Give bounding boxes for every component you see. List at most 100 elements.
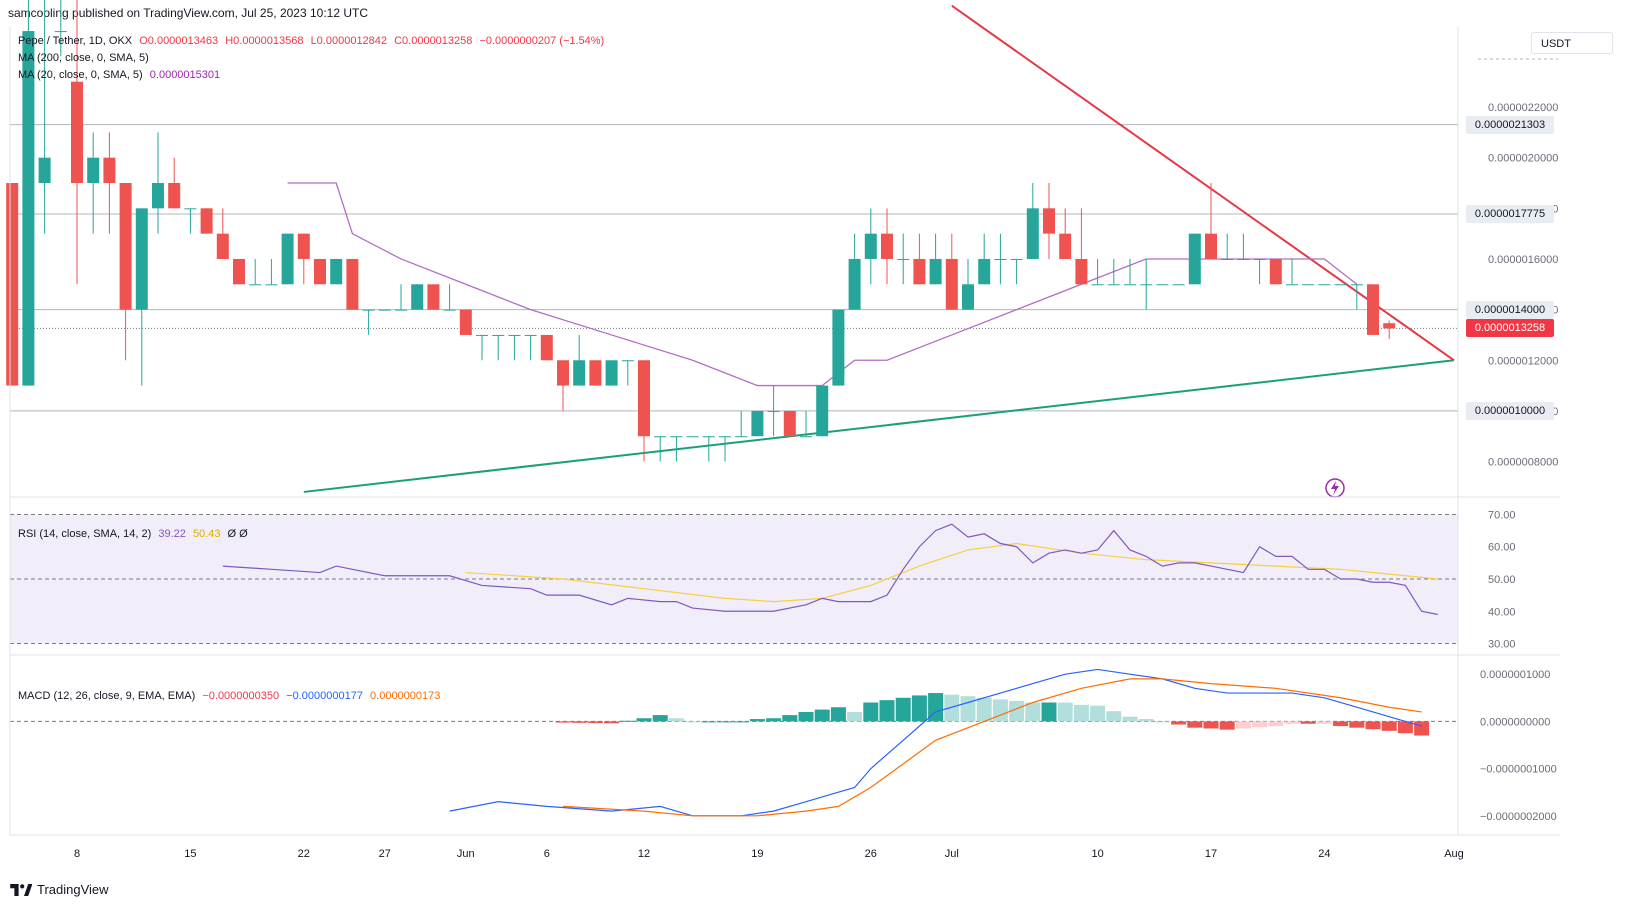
candle	[702, 436, 715, 462]
macd-histogram-bar	[895, 697, 911, 722]
candle-body	[1172, 284, 1185, 286]
candle-body	[152, 183, 164, 209]
macd-histogram-bar	[879, 700, 895, 722]
candle	[459, 309, 472, 335]
macd-histogram-bar	[1365, 721, 1381, 730]
candle-body	[378, 309, 391, 311]
macd-histogram-bar	[1057, 702, 1073, 722]
candle	[621, 360, 634, 386]
legend-low: L0.0000012842	[310, 35, 388, 47]
candle-body	[1334, 284, 1347, 286]
candle	[346, 258, 359, 310]
macd-histogram-bar	[620, 720, 636, 722]
rsi-ma-value: 50.43	[192, 528, 221, 540]
candle	[1302, 284, 1315, 286]
candle-body	[1302, 284, 1315, 286]
macd-tick-label: −0.0000002000	[1480, 811, 1557, 823]
candle	[233, 258, 245, 285]
candle	[1140, 258, 1153, 310]
rsi-tick-label: 60.00	[1488, 542, 1516, 554]
candle	[1172, 284, 1185, 286]
candle	[994, 233, 1007, 285]
macd-histogram-bar	[733, 721, 749, 723]
candle	[832, 309, 845, 386]
ma20-line	[287, 182, 1358, 387]
candle	[1383, 320, 1396, 339]
support-trendline	[303, 359, 1455, 493]
candle-body	[735, 436, 748, 438]
macd-histogram-bar	[1025, 702, 1041, 722]
legend-change: −0.0000000207 (−1.54%)	[479, 35, 605, 47]
candle-body	[297, 233, 310, 259]
candle-body	[22, 31, 35, 386]
macd-histogram-bar	[1268, 721, 1284, 727]
macd-signal-line	[562, 678, 1422, 817]
price-tick-label: 0.0000020000	[1488, 153, 1558, 165]
macd-histogram-bar	[1252, 721, 1268, 728]
candle	[119, 183, 132, 361]
candle	[330, 258, 343, 285]
macd-histogram-bar	[652, 715, 668, 722]
candle-body	[1075, 258, 1088, 285]
candle	[638, 360, 650, 462]
price-tag: 0.0000013258	[1466, 319, 1554, 338]
candle-body	[314, 258, 326, 285]
candle	[848, 233, 861, 310]
candle	[1124, 258, 1136, 286]
published-header: samcooling published on TradingView.com,…	[8, 6, 368, 20]
candle-body	[71, 81, 83, 183]
price-tick-label: 0.0000022000	[1488, 102, 1558, 114]
rsi-tick-label: 50.00	[1488, 574, 1516, 586]
candle-body	[443, 309, 456, 311]
candle	[1205, 183, 1217, 259]
currency-button[interactable]: USDT	[1531, 32, 1613, 54]
candle	[897, 233, 910, 285]
candle	[297, 233, 310, 285]
macd-histogram-bar	[1073, 704, 1089, 722]
macd-histogram-bar	[1138, 719, 1154, 722]
candle-body	[476, 334, 488, 336]
candle	[314, 258, 326, 285]
date-tick-label: 22	[298, 848, 310, 860]
legend-high: H0.0000013568	[225, 35, 304, 47]
macd-histogram-bar	[571, 721, 587, 723]
macd-histogram-bar	[587, 721, 603, 724]
candle	[767, 385, 780, 437]
candle	[1188, 233, 1201, 285]
candle	[22, 0, 35, 386]
macd-histogram-bar	[604, 721, 620, 724]
macd-pane	[10, 668, 1458, 817]
candle-body	[1140, 284, 1153, 286]
rsi-line	[222, 523, 1438, 616]
macd-histogram-bar	[717, 721, 733, 723]
pane-borders	[9, 26, 1560, 836]
event-marker-icon	[1325, 478, 1345, 498]
macd-histogram-bar	[1106, 711, 1122, 722]
macd-histogram-bar	[1122, 716, 1138, 722]
macd-histogram-bar	[911, 695, 927, 722]
candle-body	[605, 360, 618, 386]
candle-body	[686, 436, 699, 438]
macd-signal-value: 0.0000000173	[370, 690, 441, 702]
candle-body	[492, 334, 505, 336]
candle-body	[1043, 208, 1055, 234]
macd-histogram-bar	[1333, 721, 1349, 727]
candle-body	[994, 258, 1007, 260]
candle	[38, 0, 51, 234]
macd-histogram-bar	[1235, 721, 1251, 729]
macd-hist-value: −0.0000000350	[202, 690, 280, 702]
candle-body	[1318, 284, 1331, 286]
macd-histogram-bar	[1154, 721, 1170, 723]
candle-body	[1367, 284, 1379, 335]
rsi-value: 39.22	[158, 528, 186, 540]
candle-body	[848, 258, 861, 310]
macd-histogram-bar	[1316, 721, 1332, 724]
candle-body	[6, 183, 19, 386]
candle	[783, 410, 796, 437]
date-tick-label: Jul	[945, 848, 959, 860]
candle-body	[962, 284, 974, 310]
macd-histogram-bar	[992, 699, 1008, 722]
rsi-ma-line	[465, 542, 1438, 603]
ma200-legend: MA (200, close, 0, SMA, 5)	[18, 52, 153, 64]
